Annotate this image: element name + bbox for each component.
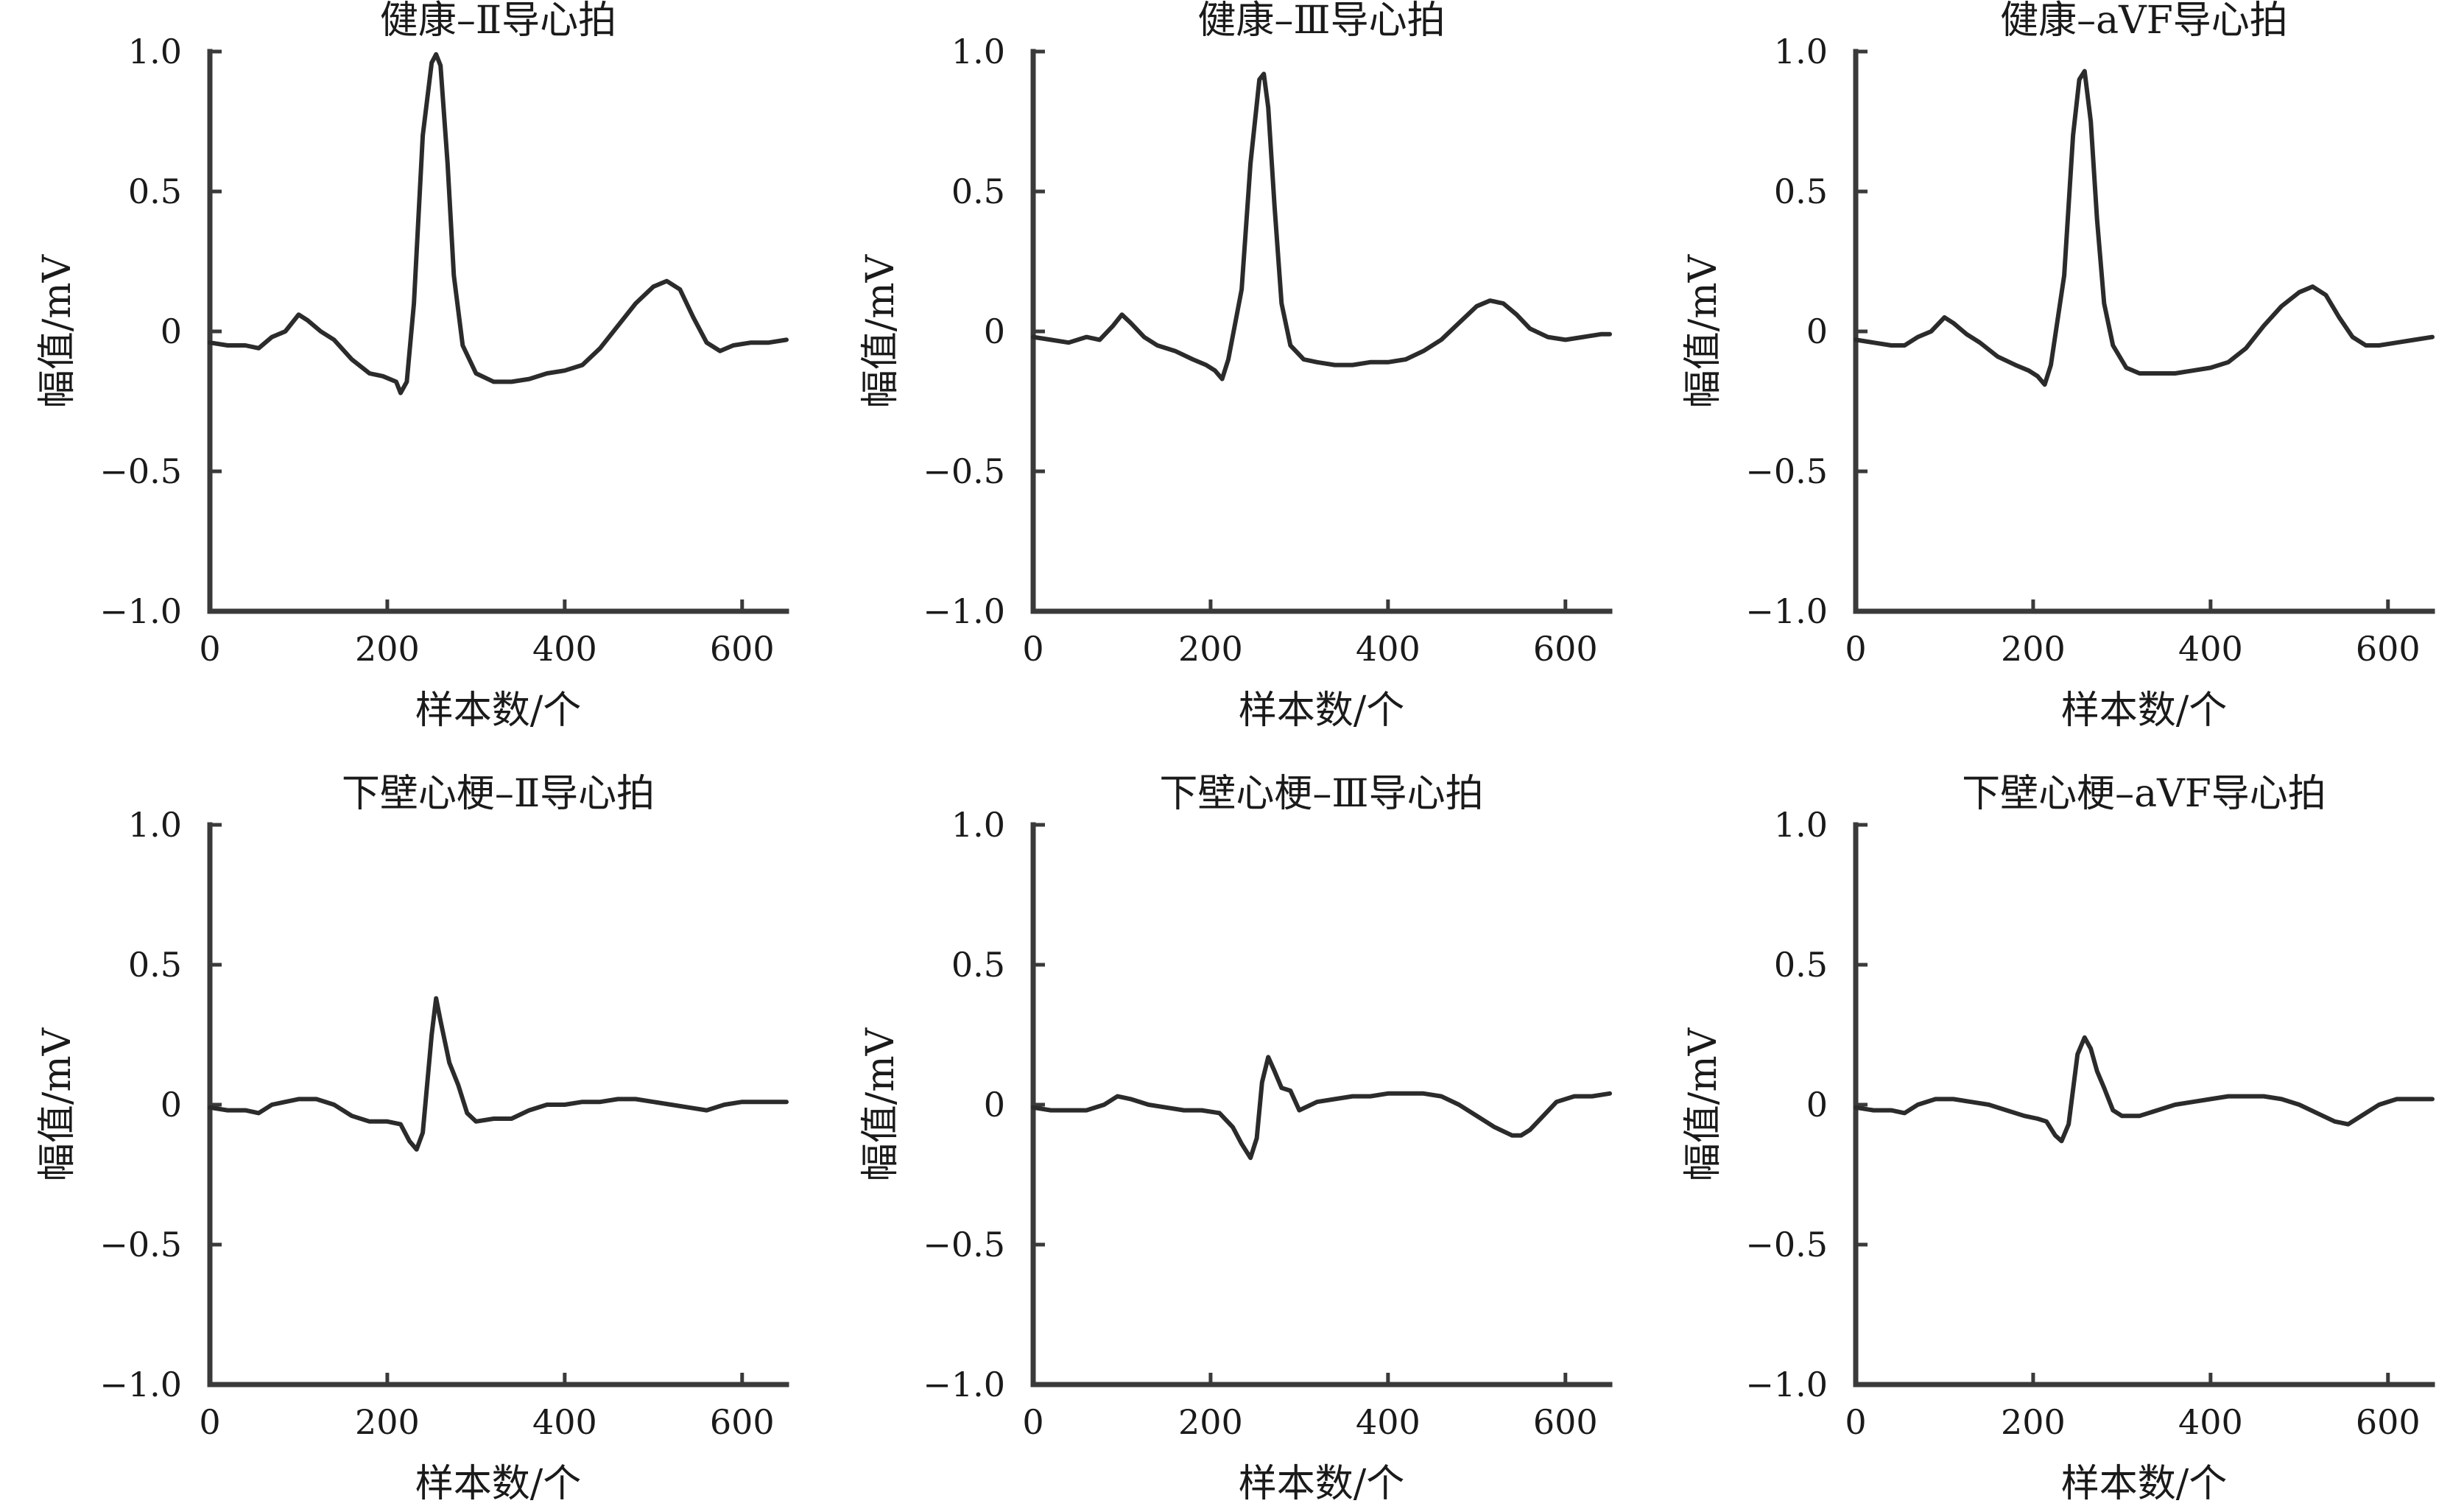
- y-tick-label: 0: [161, 1085, 182, 1125]
- y-tick-label: 1.0: [951, 805, 1005, 845]
- x-tick-label: 400: [2178, 629, 2243, 669]
- y-tick-label: 0.5: [128, 172, 182, 211]
- y-tick-label: −0.5: [923, 451, 1005, 491]
- ecg-trace-line: [1031, 71, 1612, 381]
- x-tick-label: 200: [2001, 1402, 2066, 1442]
- x-tick-label: 600: [1533, 1402, 1598, 1442]
- y-tick-label: −1.0: [923, 1365, 1005, 1404]
- chart-title: 健康–Ⅱ导心拍: [380, 0, 616, 43]
- x-tick-label: 400: [1356, 629, 1421, 669]
- chart-title: 健康–Ⅲ导心拍: [1197, 0, 1445, 43]
- axis-frame: [1030, 822, 1613, 1387]
- chart-panel-2: 健康–Ⅲ导心拍 1.0 0.5 0 −0.5 −1.0 0 200 400 600 样本数/个 幅值/…: [859, 0, 1613, 733]
- chart-panel-5: 下壁心梗–Ⅲ导心拍 1.0 0.5 0 −0.5 −1.0 0 200 400 600 样本数/个 幅…: [859, 772, 1613, 1506]
- y-tick-label: −0.5: [923, 1225, 1005, 1264]
- x-tick-label: 0: [1845, 1402, 1866, 1442]
- axis-frame: [1030, 49, 1613, 614]
- chart-title: 下壁心梗–Ⅲ导心拍: [1159, 772, 1483, 816]
- y-tick-label: 0.5: [1774, 172, 1828, 211]
- y-axis-label: 幅值/mV: [859, 1027, 903, 1181]
- x-axis-label: 样本数/个: [415, 689, 582, 733]
- x-tick-label: 600: [710, 629, 775, 669]
- y-tick-label: 1.0: [128, 32, 182, 71]
- x-tick-label: 400: [1356, 1402, 1421, 1442]
- x-tick-label: 600: [2356, 1402, 2421, 1442]
- chart-panel-1: 健康–Ⅱ导心拍 1.0 0.5 0 −0.5 −1.0 0 200 400 600 样本数/个 幅值/…: [35, 0, 789, 733]
- chart-panel-3: 健康–aVF导心拍 1.0 0.5 0 −0.5 −1.0 0 200 400 600 样本数/个 幅…: [1681, 0, 2435, 733]
- y-tick-label: 0: [161, 312, 182, 351]
- chart-title: 下壁心梗–aVF导心拍: [1962, 772, 2326, 816]
- y-tick-label: 0.5: [1774, 945, 1828, 985]
- x-axis-label: 样本数/个: [415, 1462, 582, 1506]
- x-tick-label: 200: [355, 1402, 420, 1442]
- axis-frame: [207, 822, 789, 1387]
- y-tick-label: −1.0: [99, 1365, 182, 1404]
- axis-frame: [1853, 822, 2435, 1387]
- x-tick-label: 200: [1178, 629, 1243, 669]
- ecg-trace-line: [1854, 1035, 2435, 1144]
- chart-title: 下壁心梗–Ⅱ导心拍: [342, 772, 655, 816]
- y-axis-label: 幅值/mV: [1681, 253, 1725, 408]
- chart-panel-4: 下壁心梗–Ⅱ导心拍 1.0 0.5 0 −0.5 −1.0 0 200 400 600 样本数/个 幅…: [35, 772, 789, 1506]
- ecg-trace-line: [1031, 1055, 1612, 1161]
- x-axis-label: 样本数/个: [2061, 1462, 2228, 1506]
- x-axis-label: 样本数/个: [1239, 1462, 1405, 1506]
- ecg-trace-line: [208, 996, 789, 1152]
- x-tick-label: 400: [532, 629, 597, 669]
- y-tick-label: 1.0: [128, 805, 182, 845]
- y-tick-label: −1.0: [1745, 591, 1828, 631]
- x-tick-label: 400: [532, 1402, 597, 1442]
- y-tick-label: −1.0: [99, 591, 182, 631]
- y-tick-label: 1.0: [951, 32, 1005, 71]
- y-tick-label: 0.5: [951, 172, 1005, 211]
- y-tick-label: −1.0: [923, 591, 1005, 631]
- x-axis-label: 样本数/个: [2061, 689, 2228, 733]
- x-tick-label: 200: [1178, 1402, 1243, 1442]
- chart-panel-6: 下壁心梗–aVF导心拍 1.0 0.5 0 −0.5 −1.0 0 200 400 600 样本数/…: [1681, 772, 2435, 1506]
- y-axis-label: 幅值/mV: [35, 253, 80, 408]
- chart-title: 健康–aVF导心拍: [2000, 0, 2288, 43]
- axis-frame: [1853, 49, 2435, 614]
- y-axis-label: 幅值/mV: [1681, 1027, 1725, 1181]
- y-tick-label: −0.5: [99, 1225, 182, 1264]
- y-tick-label: −0.5: [1745, 1225, 1828, 1264]
- x-tick-label: 0: [199, 1402, 220, 1442]
- y-axis-label: 幅值/mV: [35, 1027, 80, 1181]
- y-tick-label: 0.5: [951, 945, 1005, 985]
- y-tick-label: 1.0: [1774, 32, 1828, 71]
- x-tick-label: 600: [2356, 629, 2421, 669]
- x-tick-label: 0: [1022, 1402, 1043, 1442]
- x-tick-label: 200: [2001, 629, 2066, 669]
- x-axis-label: 样本数/个: [1239, 689, 1405, 733]
- x-tick-label: 0: [199, 629, 220, 669]
- ecg-trace-line: [208, 52, 789, 395]
- y-tick-label: 1.0: [1774, 805, 1828, 845]
- ecg-trace-line: [1854, 68, 2435, 387]
- y-tick-label: −1.0: [1745, 1365, 1828, 1404]
- y-tick-label: 0: [984, 312, 1005, 351]
- y-tick-label: −0.5: [1745, 451, 1828, 491]
- y-tick-label: 0: [1806, 1085, 1828, 1125]
- x-tick-label: 600: [710, 1402, 775, 1442]
- y-axis-label: 幅值/mV: [859, 253, 903, 408]
- x-tick-label: 200: [355, 629, 420, 669]
- x-tick-label: 400: [2178, 1402, 2243, 1442]
- y-tick-label: 0: [984, 1085, 1005, 1125]
- x-tick-label: 0: [1845, 629, 1866, 669]
- y-tick-label: 0: [1806, 312, 1828, 351]
- y-tick-label: 0.5: [128, 945, 182, 985]
- x-tick-label: 0: [1022, 629, 1043, 669]
- x-tick-label: 600: [1533, 629, 1598, 669]
- y-tick-label: −0.5: [99, 451, 182, 491]
